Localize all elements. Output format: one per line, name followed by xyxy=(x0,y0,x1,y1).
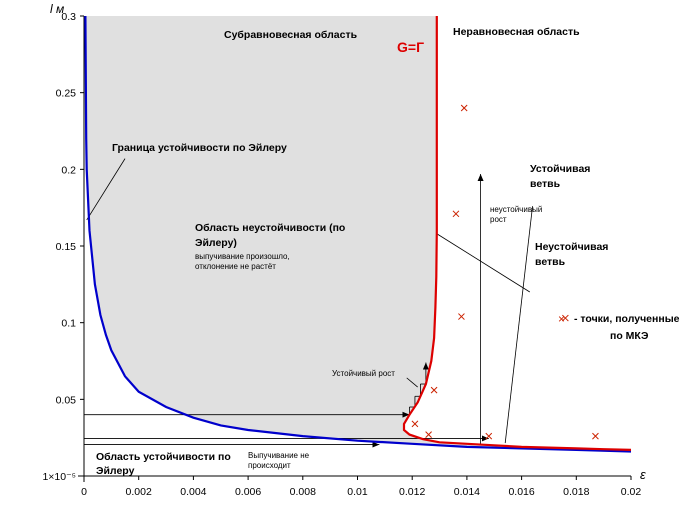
fem-point-stroke xyxy=(411,420,419,428)
euler-boundary-label: Граница устойчивости по Эйлеру xyxy=(112,142,287,154)
leader-euler-boundary xyxy=(86,158,126,221)
g-gamma-label: G=Г xyxy=(397,39,424,55)
y-tick-label: 0.3 xyxy=(61,11,76,23)
fem-point xyxy=(460,104,468,112)
y-tick-label: 0.05 xyxy=(56,394,77,406)
no-buckling-line2: происходит xyxy=(248,461,291,470)
axes xyxy=(78,16,631,482)
x-axis-title: ε xyxy=(640,467,646,482)
unstable-branch-label-line1: Неустойчивая xyxy=(535,241,608,253)
leader-stable-growth xyxy=(406,377,418,388)
y-tick-label: 0.25 xyxy=(56,88,77,100)
fem-legend-line1: - точки, полученные xyxy=(574,313,680,325)
fem-point-stroke xyxy=(452,210,460,218)
y-tick-label: 0.2 xyxy=(61,164,76,176)
stability-region-label-line2: Эйлеру xyxy=(96,465,135,477)
stable-branch-label-line1: Устойчивая xyxy=(530,163,590,175)
x-tick-label: 0.012 xyxy=(399,486,425,498)
fem-point-stroke xyxy=(485,432,493,440)
fem-points xyxy=(411,104,599,440)
fem-point xyxy=(592,432,599,440)
instability-region-label-line2: Эйлеру) xyxy=(195,237,237,249)
x-tick-label: 0.01 xyxy=(347,486,368,498)
leader-unstable-branch xyxy=(504,206,533,444)
x-tick-label: 0.004 xyxy=(180,486,206,498)
euler-stability-curve xyxy=(84,15,632,453)
fem-point xyxy=(425,431,432,438)
y-tick-label: 1×10⁻⁵ xyxy=(42,471,76,483)
buckling-occurred-line1: выпучивание произошло, xyxy=(195,252,290,261)
fem-point-stroke xyxy=(562,314,569,322)
stability-region-label-line1: Область устойчивости по xyxy=(96,451,231,463)
x-tick-label: 0.02 xyxy=(621,486,642,498)
y-axis-title: l м xyxy=(50,2,64,16)
x-axis-ticks: 0 0.002 0.004 0.006 0.008 0.01 0.012 0.014 0.016… xyxy=(81,476,641,498)
stable-branch-label-line2: ветвь xyxy=(530,178,561,190)
unstable-growth-line2: рост xyxy=(490,215,507,224)
x-tick-label: 0.018 xyxy=(563,486,589,498)
fem-point-stroke xyxy=(430,386,438,394)
fem-point xyxy=(562,314,569,322)
fem-point-stroke xyxy=(460,104,468,112)
x-tick-label: 0.016 xyxy=(508,486,534,498)
fem-point xyxy=(485,432,493,440)
x-tick-label: 0.006 xyxy=(235,486,261,498)
fem-point xyxy=(458,313,465,320)
x-tick-label: 0.014 xyxy=(454,486,480,498)
buckling-occurred-line2: отклонение не растёт xyxy=(195,262,276,271)
fem-point-stroke xyxy=(592,432,599,440)
fem-point xyxy=(411,420,419,428)
x-tick-label: 0.008 xyxy=(290,486,316,498)
instability-region-label-line1: Область неустойчивости (по xyxy=(195,222,345,234)
y-tick-label: 0.1 xyxy=(61,318,76,330)
fem-point xyxy=(452,210,460,218)
unstable-branch-label-line2: ветвь xyxy=(535,256,566,268)
unstable-growth-line1: неустойчивый xyxy=(490,205,542,214)
fem-legend-line2: по МКЭ xyxy=(610,330,649,342)
leader-stable-branch xyxy=(436,233,531,293)
x-tick-label: 0 xyxy=(81,486,87,498)
y-axis-ticks: 1×10⁻⁵ 0.05 0.1 0.15 0.2 0.25 0.3 xyxy=(42,11,84,483)
no-buckling-line1: Выпучивание не xyxy=(248,451,310,460)
subequilibrium-shaded-region xyxy=(85,16,631,452)
fem-point-stroke xyxy=(425,431,432,438)
fem-point xyxy=(430,386,438,394)
subequilibrium-label: Субравновесная область xyxy=(224,29,358,41)
x-tick-label: 0.002 xyxy=(126,486,152,498)
nonequilibrium-label: Неравновесная область xyxy=(453,26,580,38)
y-tick-label: 0.15 xyxy=(56,241,77,253)
fem-point-stroke xyxy=(458,313,465,320)
stable-growth-label: Устойчивый рост xyxy=(332,369,395,378)
fem-legend-marker: × xyxy=(558,312,565,326)
equilibrium-curve xyxy=(402,16,632,451)
